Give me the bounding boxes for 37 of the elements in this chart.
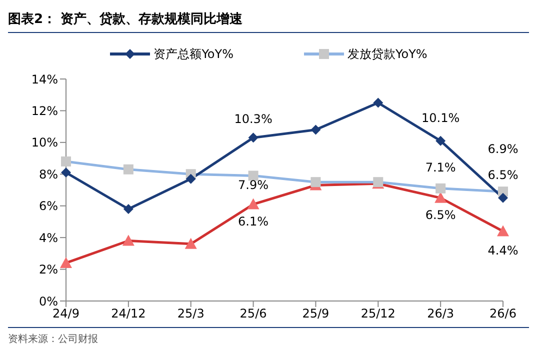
data-label: 6.5% — [488, 168, 518, 182]
point — [186, 174, 196, 184]
data-label: 10.1% — [422, 111, 460, 126]
data-label: 6.5% — [425, 208, 456, 222]
data-label: 6.1% — [238, 214, 269, 229]
x-tick-label: 26/6 — [490, 306, 516, 321]
legend-label: 资产总额YoY% — [154, 46, 234, 62]
point — [123, 204, 134, 214]
y-tick-label: 4% — [38, 230, 58, 245]
y-tick-label: 2% — [38, 262, 58, 277]
point — [248, 132, 258, 143]
data-label: 7.9% — [238, 178, 269, 192]
point — [310, 124, 321, 135]
x-tick-label: 25/6 — [240, 306, 267, 321]
x-tick-label: 25/9 — [302, 306, 330, 321]
chart-title: 图表2： 资产、贷款、存款规模同比增速 — [8, 8, 529, 33]
text: 资料来源：公司财报 — [8, 327, 529, 346]
legend-label: 发放贷款YoY% — [348, 46, 428, 62]
point — [373, 98, 384, 108]
point — [498, 192, 508, 203]
point — [61, 168, 71, 178]
data-label: 4.4% — [488, 244, 518, 258]
y-tick-label: 8% — [38, 167, 58, 182]
x-tick-label: 25/12 — [360, 306, 396, 321]
y-tick-label: 12% — [31, 104, 58, 118]
x-tick-label: 26/3 — [427, 306, 454, 321]
y-tick-label: 14% — [31, 72, 58, 86]
x-tick-label: 24/12 — [111, 306, 146, 321]
y-tick-label: 0% — [38, 294, 58, 308]
data-label: 10.3% — [234, 112, 272, 126]
data-label: 6.9% — [488, 142, 518, 156]
data-label: 7.1% — [425, 160, 456, 175]
y-tick-label: 6% — [38, 199, 58, 214]
y-tick-label: 10% — [31, 136, 58, 150]
x-tick-label: 25/3 — [177, 306, 204, 321]
x-tick-label: 24/9 — [52, 306, 80, 321]
point — [436, 136, 446, 146]
